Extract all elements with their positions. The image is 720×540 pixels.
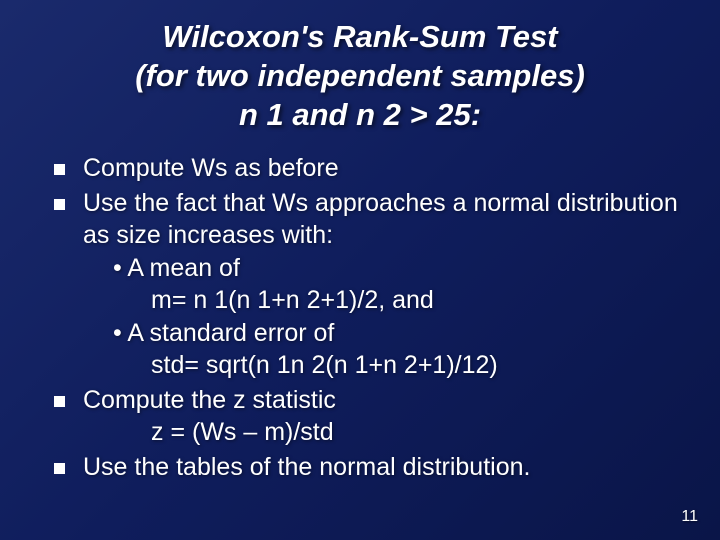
bullet-item: Use the fact that Ws approaches a normal… bbox=[54, 187, 688, 382]
bullet-text: Compute the z statistic bbox=[83, 384, 336, 417]
square-bullet-icon bbox=[54, 396, 65, 407]
sub-text: • A mean of bbox=[83, 252, 688, 285]
bullet-item: Use the tables of the normal distributio… bbox=[54, 451, 688, 484]
title-line-1: Wilcoxon's Rank-Sum Test bbox=[28, 18, 692, 57]
square-bullet-icon bbox=[54, 463, 65, 474]
title-line-3: n 1 and n 2 > 25: bbox=[28, 96, 692, 135]
slide-title: Wilcoxon's Rank-Sum Test (for two indepe… bbox=[28, 18, 692, 134]
bullet-text: Use the tables of the normal distributio… bbox=[83, 451, 530, 484]
sub-text: m= n 1(n 1+n 2+1)/2, and bbox=[83, 284, 688, 317]
page-number: 11 bbox=[681, 508, 698, 526]
slide-container: Wilcoxon's Rank-Sum Test (for two indepe… bbox=[0, 0, 720, 540]
bullet-item: Compute the z statistic z = (Ws – m)/std bbox=[54, 384, 688, 449]
sub-text: • A standard error of bbox=[83, 317, 688, 350]
square-bullet-icon bbox=[54, 164, 65, 175]
sub-text: std= sqrt(n 1n 2(n 1+n 2+1)/12) bbox=[83, 349, 688, 382]
bullet-text: Use the fact that Ws approaches a normal… bbox=[83, 187, 688, 252]
square-bullet-icon bbox=[54, 199, 65, 210]
slide-content: Compute Ws as before Use the fact that W… bbox=[28, 152, 692, 483]
bullet-text: Compute Ws as before bbox=[83, 152, 339, 185]
bullet-block: Use the fact that Ws approaches a normal… bbox=[83, 187, 688, 382]
sub-text: z = (Ws – m)/std bbox=[83, 416, 336, 449]
bullet-item: Compute Ws as before bbox=[54, 152, 688, 185]
title-line-2: (for two independent samples) bbox=[28, 57, 692, 96]
bullet-block: Compute the z statistic z = (Ws – m)/std bbox=[83, 384, 336, 449]
